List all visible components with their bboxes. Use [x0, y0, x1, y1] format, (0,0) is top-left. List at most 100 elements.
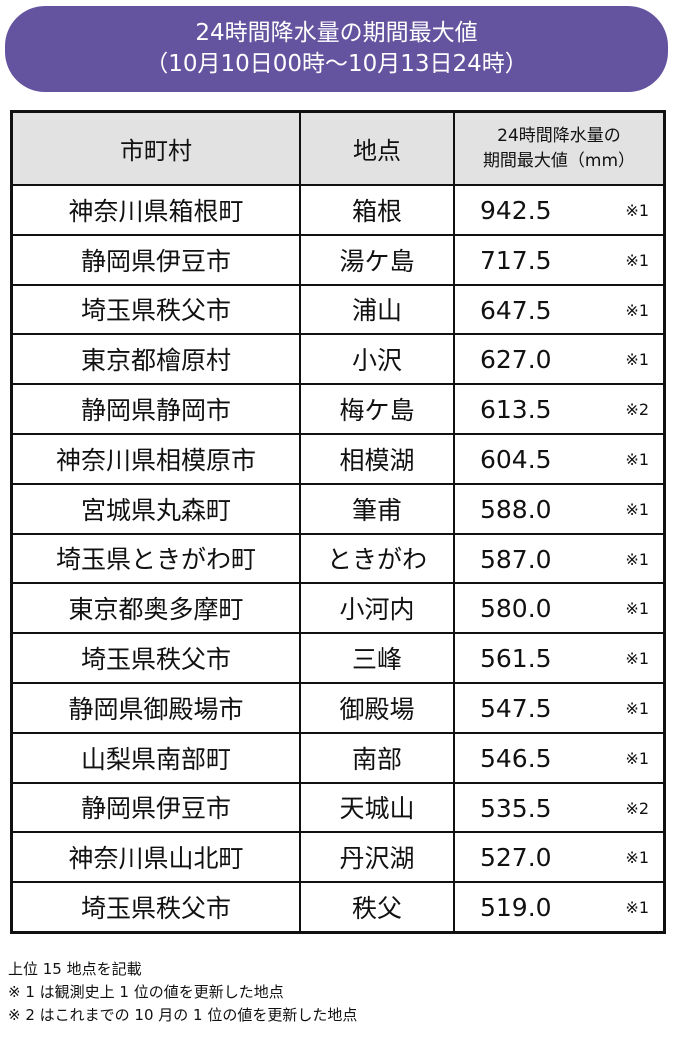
header-row: 市町村 地点 24時間降水量の 期間最大値（mm） — [10, 110, 666, 186]
note-mark: ※1 — [625, 549, 649, 569]
table-row: 埼玉県秩父市 浦山 647.5 ※1 — [10, 283, 666, 336]
site-cell: 梅ケ島 — [299, 383, 455, 435]
site-cell: 浦山 — [299, 283, 455, 336]
value-cell: 546.5 ※1 — [453, 731, 666, 784]
value-cell: 527.0 ※1 — [453, 831, 666, 884]
site-cell: 筆甫 — [299, 482, 455, 535]
site-cell: 三峰 — [299, 632, 455, 684]
note-mark: ※1 — [625, 599, 649, 619]
table-row: 山梨県南部町 南部 546.5 ※1 — [10, 731, 666, 784]
value: 527.0 — [480, 843, 552, 873]
note-mark: ※2 — [625, 798, 649, 818]
value-cell: 604.5 ※1 — [453, 432, 666, 485]
value: 604.5 — [480, 444, 552, 474]
note-mark: ※1 — [625, 698, 649, 718]
value: 519.0 — [480, 893, 552, 923]
title-line2: （10月10日00時～10月13日24時） — [145, 51, 528, 77]
value-cell: 561.5 ※1 — [453, 632, 666, 684]
table-row: 静岡県静岡市 梅ケ島 613.5 ※2 — [10, 383, 666, 435]
value: 535.5 — [480, 793, 552, 823]
title-banner: 24時間降水量の期間最大値 （10月10日00時～10月13日24時） — [5, 6, 668, 92]
site-cell: 南部 — [299, 731, 455, 784]
city-cell: 神奈川県箱根町 — [10, 184, 301, 236]
value-cell: 588.0 ※1 — [453, 482, 666, 535]
note-mark: ※2 — [625, 400, 649, 420]
value-cell: 647.5 ※1 — [453, 283, 666, 336]
header-value-line2: 期間最大値（mm） — [482, 150, 636, 171]
city-cell: 神奈川県山北町 — [10, 831, 301, 884]
value-cell: 627.0 ※1 — [453, 333, 666, 386]
note-mark: ※1 — [625, 649, 649, 669]
value-cell: 942.5 ※1 — [453, 184, 666, 236]
value-cell: 587.0 ※1 — [453, 532, 666, 585]
table-row: 宮城県丸森町 筆甫 588.0 ※1 — [10, 482, 666, 535]
footnote: ※ 1 は観測史上 1 位の値を更新した地点 — [8, 983, 284, 1001]
table-row: 神奈川県箱根町 箱根 942.5 ※1 — [10, 184, 666, 236]
value-cell: 519.0 ※1 — [453, 881, 666, 934]
footnotes: 上位 15 地点を記載 ※ 1 は観測史上 1 位の値を更新した地点 ※ 2 は… — [8, 958, 357, 1027]
value-cell: 613.5 ※2 — [453, 383, 666, 435]
city-cell: 東京都奥多摩町 — [10, 582, 301, 635]
value: 546.5 — [480, 743, 552, 773]
note-mark: ※1 — [625, 250, 649, 270]
city-cell: 埼玉県秩父市 — [10, 632, 301, 684]
site-cell: 御殿場 — [299, 681, 455, 734]
table-row: 静岡県伊豆市 天城山 535.5 ※2 — [10, 781, 666, 834]
site-cell: 丹沢湖 — [299, 831, 455, 884]
header-city: 市町村 — [10, 110, 301, 186]
site-cell: 相模湖 — [299, 432, 455, 485]
note-mark: ※1 — [625, 848, 649, 868]
value-cell: 535.5 ※2 — [453, 781, 666, 834]
value: 613.5 — [480, 395, 552, 425]
value: 627.0 — [480, 345, 552, 375]
city-cell: 静岡県静岡市 — [10, 383, 301, 435]
table-row: 東京都奥多摩町 小河内 580.0 ※1 — [10, 582, 666, 635]
city-cell: 静岡県御殿場市 — [10, 681, 301, 734]
note-mark: ※1 — [625, 898, 649, 918]
note-mark: ※1 — [625, 449, 649, 469]
value: 561.5 — [480, 644, 552, 674]
value: 580.0 — [480, 594, 552, 624]
city-cell: 静岡県伊豆市 — [10, 781, 301, 834]
site-cell: 天城山 — [299, 781, 455, 834]
note-mark: ※1 — [625, 201, 649, 220]
note-mark: ※1 — [625, 499, 649, 519]
rainfall-table: 市町村 地点 24時間降水量の 期間最大値（mm） 神奈川県箱根町 箱根 942.… — [10, 110, 666, 934]
value: 587.0 — [480, 544, 552, 574]
header-value-line1: 24時間降水量の — [497, 125, 621, 146]
value-cell: 580.0 ※1 — [453, 582, 666, 635]
table-row: 静岡県御殿場市 御殿場 547.5 ※1 — [10, 681, 666, 734]
city-cell: 静岡県伊豆市 — [10, 233, 301, 286]
table-row: 静岡県伊豆市 湯ケ島 717.5 ※1 — [10, 233, 666, 286]
city-cell: 東京都檜原村 — [10, 333, 301, 386]
note-mark: ※1 — [625, 748, 649, 768]
header-site: 地点 — [299, 110, 455, 186]
value: 588.0 — [480, 494, 552, 524]
table-row: 埼玉県ときがわ町 ときがわ 587.0 ※1 — [10, 532, 666, 585]
city-cell: 神奈川県相模原市 — [10, 432, 301, 485]
table-row: 東京都檜原村 小沢 627.0 ※1 — [10, 333, 666, 386]
value-cell: 717.5 ※1 — [453, 233, 666, 286]
city-cell: 山梨県南部町 — [10, 731, 301, 784]
site-cell: 箱根 — [299, 184, 455, 236]
footnote: ※ 2 はこれまでの 10 月の 1 位の値を更新した地点 — [8, 1006, 358, 1024]
header-value: 24時間降水量の 期間最大値（mm） — [453, 110, 666, 186]
table-row: 埼玉県秩父市 三峰 561.5 ※1 — [10, 632, 666, 684]
city-cell: 宮城県丸森町 — [10, 482, 301, 535]
value: 547.5 — [480, 693, 552, 723]
value: 942.5 — [480, 196, 552, 225]
site-cell: 湯ケ島 — [299, 233, 455, 286]
table-row: 神奈川県相模原市 相模湖 604.5 ※1 — [10, 432, 666, 485]
value: 717.5 — [480, 245, 552, 275]
title-line1: 24時間降水量の期間最大値 — [195, 20, 478, 46]
city-cell: 埼玉県秩父市 — [10, 881, 301, 934]
table-row: 埼玉県秩父市 秩父 519.0 ※1 — [10, 881, 666, 934]
city-cell: 埼玉県ときがわ町 — [10, 532, 301, 585]
city-cell: 埼玉県秩父市 — [10, 283, 301, 336]
site-cell: 秩父 — [299, 881, 455, 934]
value: 647.5 — [480, 295, 552, 325]
note-mark: ※1 — [625, 350, 649, 370]
footnote: 上位 15 地点を記載 — [8, 960, 142, 978]
site-cell: 小河内 — [299, 582, 455, 635]
site-cell: ときがわ — [299, 532, 455, 585]
